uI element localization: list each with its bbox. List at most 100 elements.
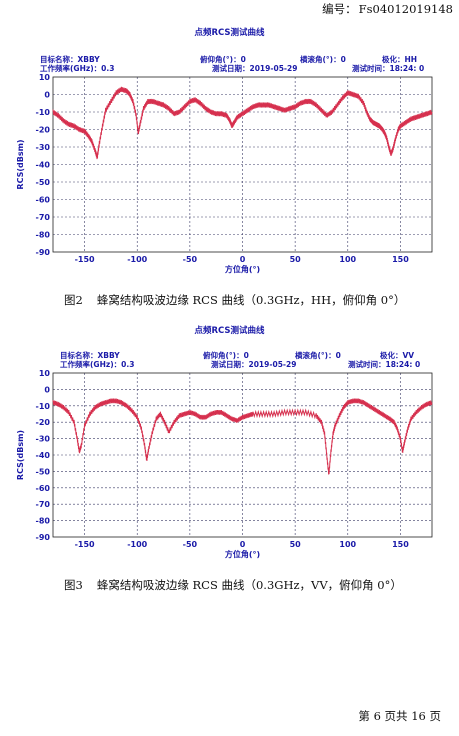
meta-pitch-value: 0 — [240, 55, 246, 64]
y-tick-label: -60 — [36, 484, 51, 493]
meta-frequency-value: 0.3 — [101, 64, 115, 73]
figure-number: 图2 — [64, 293, 83, 307]
y-tick-label: -40 — [36, 161, 51, 170]
meta-target-label: 目标名称： — [40, 55, 78, 64]
figure-number: 图3 — [64, 578, 83, 592]
rcs-series-line — [52, 86, 433, 160]
document-number-value: Fs04012019148 — [358, 2, 453, 16]
meta-time-value: 18:24: 0 — [385, 360, 421, 369]
meta-date: 测试日期：2019-05-29 — [212, 63, 297, 74]
plot-frame — [52, 372, 433, 538]
meta-time-label: 测试时间： — [352, 64, 390, 73]
rcs-series-line — [52, 398, 433, 475]
y-tick-label: -40 — [36, 451, 51, 460]
meta-date-label: 测试日期： — [212, 64, 250, 73]
meta-date-label: 测试日期： — [211, 360, 249, 369]
y-tick-label: -80 — [36, 517, 51, 526]
chart-title: 点频RCS测试曲线 — [194, 326, 265, 336]
figure-caption-text: 蜂窝结构吸波边缘 RCS 曲线（0.3GHz，VV，俯仰角 0°） — [96, 578, 402, 592]
document-number-label: 编号： — [322, 2, 357, 16]
y-tick-label: 0 — [44, 91, 50, 100]
x-tick-label: 150 — [392, 540, 409, 549]
meta-pitch: 俯仰角(°)：0 — [200, 54, 246, 65]
meta-pitch-label: 俯仰角(°)： — [203, 351, 244, 360]
figure-caption: 图2 蜂窝结构吸波边缘 RCS 曲线（0.3GHz，HH，俯仰角 0°） — [64, 292, 405, 308]
y-tick-label: -20 — [36, 126, 51, 135]
document-number: 编号： Fs04012019148 — [320, 1, 453, 17]
meta-date: 测试日期：2019-05-29 — [211, 359, 296, 370]
meta-polarization-value: HH — [404, 55, 418, 64]
meta-target-label: 目标名称： — [60, 351, 98, 360]
meta-pitch: 俯仰角(°)：0 — [203, 350, 249, 361]
y-tick-label: 10 — [39, 73, 51, 82]
meta-roll-value: 0 — [335, 351, 341, 360]
x-axis-label: 方位角(°) — [225, 264, 260, 274]
meta-roll: 横滚角(°)：0 — [300, 54, 346, 65]
y-tick-label: -80 — [36, 231, 51, 240]
meta-frequency-label: 工作频率(GHz)： — [40, 64, 102, 73]
x-tick-label: -150 — [75, 540, 95, 549]
rcs-chart-vv: 点频RCS测试曲线 目标名称：XBBY 工作频率(GHz)：0.3 俯仰角(°)… — [0, 324, 459, 564]
y-tick-label: -10 — [36, 402, 51, 411]
meta-polarization-value: VV — [402, 351, 415, 360]
meta-frequency: 工作频率(GHz)：0.3 — [60, 359, 134, 370]
meta-roll: 横滚角(°)：0 — [295, 350, 341, 361]
meta-time: 测试时间：18:24: 0 — [348, 359, 420, 370]
x-tick-label: -100 — [127, 255, 147, 264]
meta-roll-label: 横滚角(°)： — [295, 351, 336, 360]
meta-polarization: 极化：HH — [382, 54, 417, 65]
x-tick-label: 50 — [290, 540, 302, 549]
x-tick-label: 0 — [240, 540, 246, 549]
meta-date-value: 2019-05-29 — [249, 64, 298, 73]
meta-target-value: XBBY — [77, 55, 100, 64]
x-axis-label: 方位角(°) — [225, 549, 260, 559]
meta-time: 测试时间：18:24: 0 — [352, 63, 424, 74]
meta-frequency-label: 工作频率(GHz)： — [60, 360, 122, 369]
y-tick-label: -30 — [36, 435, 51, 444]
meta-time-label: 测试时间： — [348, 360, 386, 369]
y-tick-label: -50 — [36, 178, 51, 187]
x-tick-label: 150 — [392, 255, 409, 264]
plot-frame — [52, 76, 433, 253]
meta-pitch-label: 俯仰角(°)： — [200, 55, 241, 64]
meta-pitch-value: 0 — [243, 351, 249, 360]
meta-target: 目标名称：XBBY — [40, 54, 100, 65]
meta-roll-value: 0 — [340, 55, 346, 64]
y-axis-label: RCS(dBsm) — [16, 430, 25, 480]
figure-caption-text: 蜂窝结构吸波边缘 RCS 曲线（0.3GHz，HH，俯仰角 0°） — [96, 293, 406, 307]
y-tick-label: 0 — [44, 385, 50, 394]
x-tick-label: 50 — [290, 255, 302, 264]
meta-target: 目标名称：XBBY — [60, 350, 120, 361]
meta-target-value: XBBY — [97, 351, 120, 360]
y-tick-label: -70 — [36, 500, 51, 509]
meta-date-value: 2019-05-29 — [248, 360, 297, 369]
meta-polarization: 极化：VV — [380, 350, 414, 361]
meta-roll-label: 横滚角(°)： — [300, 55, 341, 64]
x-tick-label: -50 — [183, 255, 198, 264]
rcs-chart-hh: 点频RCS测试曲线 目标名称：XBBY 工作频率(GHz)：0.3 俯仰角(°)… — [0, 26, 459, 278]
y-tick-label: 10 — [39, 369, 51, 378]
x-tick-label: -100 — [127, 540, 147, 549]
meta-frequency: 工作频率(GHz)：0.3 — [40, 63, 114, 74]
y-axis-label: RCS(dBsm) — [16, 139, 25, 189]
meta-polarization-label: 极化： — [380, 351, 403, 360]
x-tick-label: 100 — [339, 255, 356, 264]
y-tick-label: -20 — [36, 418, 51, 427]
y-tick-label: -30 — [36, 143, 51, 152]
meta-time-value: 18:24: 0 — [389, 64, 425, 73]
y-tick-label: -90 — [36, 248, 51, 257]
figure-caption: 图3 蜂窝结构吸波边缘 RCS 曲线（0.3GHz，VV，俯仰角 0°） — [64, 577, 402, 593]
x-tick-label: 0 — [240, 255, 246, 264]
rcs-plot-svg: 100-10-20-30-40-50-60-70-80-90-150 -100 -5… — [16, 369, 433, 559]
y-tick-label: -10 — [36, 108, 51, 117]
y-tick-label: -60 — [36, 196, 51, 205]
meta-frequency-value: 0.3 — [121, 360, 135, 369]
y-tick-label: -50 — [36, 467, 51, 476]
y-tick-label: -70 — [36, 213, 51, 222]
page-footer: 第 6 页共 16 页 — [358, 709, 441, 723]
x-tick-label: 100 — [339, 540, 356, 549]
meta-polarization-label: 极化： — [382, 55, 405, 64]
y-tick-label: -90 — [36, 533, 51, 542]
x-tick-label: -150 — [75, 255, 95, 264]
rcs-plot-svg: 100-10-20-30-40-50-60-70-80-90-150 -100 -5… — [16, 73, 433, 274]
